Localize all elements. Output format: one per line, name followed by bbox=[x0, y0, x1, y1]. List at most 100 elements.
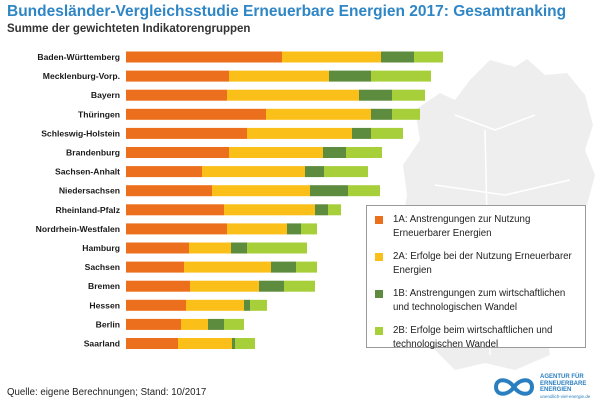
bar-1b-baden-w-rttemberg bbox=[381, 51, 414, 63]
chart-subtitle: Summe der gewichteten Indikatorengruppen bbox=[7, 23, 251, 35]
category-label-hessen: Hessen bbox=[89, 300, 120, 310]
bar-2b-sachsen bbox=[296, 261, 317, 273]
legend-swatch-1a bbox=[375, 216, 383, 224]
category-label-brandenburg: Brandenburg bbox=[66, 148, 120, 158]
bar-1b-niedersachsen bbox=[310, 185, 348, 197]
logo-line-1: AGENTUR FÜR bbox=[540, 374, 584, 380]
bar-1a-brandenburg bbox=[126, 147, 229, 158]
bar-2b-sachsen-anhalt bbox=[324, 166, 368, 178]
bar-2b-nordrhein-westfalen bbox=[301, 223, 317, 235]
bar-2b-rheinland-pfalz bbox=[328, 204, 341, 216]
bar-1b-bremen bbox=[259, 280, 284, 292]
bar-1b-rheinland-pfalz bbox=[315, 204, 328, 216]
bar-2a-niedersachsen bbox=[212, 185, 310, 197]
bar-2a-saarland bbox=[178, 338, 232, 349]
bar-2b-niedersachsen bbox=[348, 185, 380, 197]
bar-2b-brandenburg bbox=[346, 147, 382, 158]
bar-1a-mecklenburg-vorp bbox=[126, 70, 229, 82]
bar-2b-bremen bbox=[284, 280, 315, 292]
bar-2b-berlin bbox=[224, 318, 244, 330]
category-label-berlin: Berlin bbox=[96, 319, 120, 329]
category-label-sachsen-anhalt: Sachsen-Anhalt bbox=[55, 167, 120, 177]
category-label-schleswig-holstein: Schleswig-Holstein bbox=[41, 128, 120, 138]
legend-swatch-1b bbox=[375, 290, 383, 298]
bar-2b-hessen bbox=[250, 299, 267, 311]
bar-1b-sachsen-anhalt bbox=[305, 166, 324, 178]
bar-2a-sachsen bbox=[184, 261, 271, 273]
bar-1a-bayern bbox=[126, 89, 227, 101]
chart-title: Bundesländer-Vergleichsstudie Erneuerbar… bbox=[7, 3, 567, 20]
bar-1b-brandenburg bbox=[323, 147, 346, 158]
bar-1b-mecklenburg-vorp bbox=[329, 70, 371, 82]
bar-2b-schleswig-holstein bbox=[371, 127, 403, 139]
bar-2a-hamburg bbox=[189, 242, 231, 254]
bar-1a-th-ringen bbox=[126, 108, 266, 120]
bar-1b-sachsen bbox=[271, 261, 296, 273]
logo-line-3: ENERGIEN bbox=[540, 387, 572, 393]
bar-2a-bremen bbox=[190, 280, 259, 292]
bar-2a-brandenburg bbox=[229, 147, 323, 158]
bar-2a-mecklenburg-vorp bbox=[229, 70, 329, 82]
bar-1a-sachsen bbox=[126, 261, 184, 273]
bar-1a-berlin bbox=[126, 318, 181, 330]
legend-swatch-2b bbox=[375, 327, 383, 335]
category-label-th-ringen: Thüringen bbox=[78, 109, 120, 119]
bar-2b-mecklenburg-vorp bbox=[371, 70, 431, 82]
category-label-rheinland-pfalz: Rheinland-Pfalz bbox=[56, 205, 120, 215]
logo-url: unendlich-viel-energie.de bbox=[540, 394, 591, 399]
source-note: Quelle: eigene Berechnungen; Stand: 10/2… bbox=[7, 387, 207, 398]
category-label-baden-w-rttemberg: Baden-Württemberg bbox=[37, 52, 120, 62]
category-label-niedersachsen: Niedersachsen bbox=[59, 186, 120, 196]
legend-label-2a: 2A: Erfolge bei der Nutzung Erneuerbarer… bbox=[393, 251, 572, 276]
bar-2b-hamburg bbox=[247, 242, 307, 254]
bar-2b-bayern bbox=[392, 89, 425, 101]
logo-line-2: ERNEUERBARE bbox=[540, 380, 587, 387]
bar-1b-saarland bbox=[232, 338, 235, 349]
legend-label-2b: 2B: Erfolge beim wirtschaftlichen und te… bbox=[393, 325, 553, 350]
bar-1a-baden-w-rttemberg bbox=[126, 51, 282, 63]
bar-2a-berlin bbox=[181, 318, 208, 330]
bar-2a-rheinland-pfalz bbox=[224, 204, 315, 216]
bar-2b-saarland bbox=[235, 338, 255, 349]
bar-2b-baden-w-rttemberg bbox=[414, 51, 443, 63]
bar-1b-hamburg bbox=[231, 242, 247, 254]
bar-1b-berlin bbox=[208, 318, 224, 330]
legend-label-1b: 1B: Anstrengungen zum wirtschaftlichen u… bbox=[393, 288, 566, 313]
bar-2a-sachsen-anhalt bbox=[202, 166, 305, 178]
bar-1b-th-ringen bbox=[371, 108, 392, 120]
bar-2a-th-ringen bbox=[266, 108, 371, 120]
category-label-bayern: Bayern bbox=[91, 90, 120, 100]
bar-1a-hamburg bbox=[126, 242, 189, 254]
legend-swatch-2a bbox=[375, 253, 383, 261]
bar-1a-schleswig-holstein bbox=[126, 127, 247, 139]
bar-2a-hessen bbox=[186, 299, 244, 311]
category-label-bremen: Bremen bbox=[88, 281, 120, 291]
bar-2a-schleswig-holstein bbox=[247, 127, 352, 139]
bar-1a-hessen bbox=[126, 299, 186, 311]
legend: 1A: Anstrengungen zur Nutzung Erneuerbar… bbox=[366, 205, 586, 350]
category-label-saarland: Saarland bbox=[84, 339, 120, 349]
category-label-sachsen: Sachsen bbox=[85, 262, 120, 272]
category-label-mecklenburg-vorp: Mecklenburg-Vorp. bbox=[43, 71, 120, 81]
legend-item-1a: 1A: Anstrengungen zur Nutzung Erneuerbar… bbox=[375, 213, 579, 241]
bar-1a-rheinland-pfalz bbox=[126, 204, 224, 216]
legend-label-1a: 1A: Anstrengungen zur Nutzung Erneuerbar… bbox=[393, 214, 531, 239]
bar-1a-sachsen-anhalt bbox=[126, 166, 202, 178]
category-label-nordrhein-westfalen: Nordrhein-Westfalen bbox=[36, 224, 120, 234]
legend-item-2a: 2A: Erfolge bei der Nutzung Erneuerbarer… bbox=[375, 250, 579, 278]
category-label-hamburg: Hamburg bbox=[82, 243, 120, 253]
bar-2b-th-ringen bbox=[392, 108, 420, 120]
bar-1a-nordrhein-westfalen bbox=[126, 223, 227, 235]
bar-2a-baden-w-rttemberg bbox=[282, 51, 381, 63]
logo-wordmark: AGENTUR FÜR ERNEUERBARE ENERGIEN bbox=[540, 374, 600, 394]
bar-2a-nordrhein-westfalen bbox=[227, 223, 287, 235]
bar-1b-nordrhein-westfalen bbox=[287, 223, 301, 235]
legend-item-1b: 1B: Anstrengungen zum wirtschaftlichen u… bbox=[375, 287, 579, 315]
bar-1a-saarland bbox=[126, 338, 178, 349]
bar-1a-bremen bbox=[126, 280, 190, 292]
bar-1b-schleswig-holstein bbox=[352, 127, 371, 139]
bar-1b-hessen bbox=[244, 299, 250, 311]
bar-1b-bayern bbox=[359, 89, 392, 101]
bar-1a-niedersachsen bbox=[126, 185, 212, 197]
